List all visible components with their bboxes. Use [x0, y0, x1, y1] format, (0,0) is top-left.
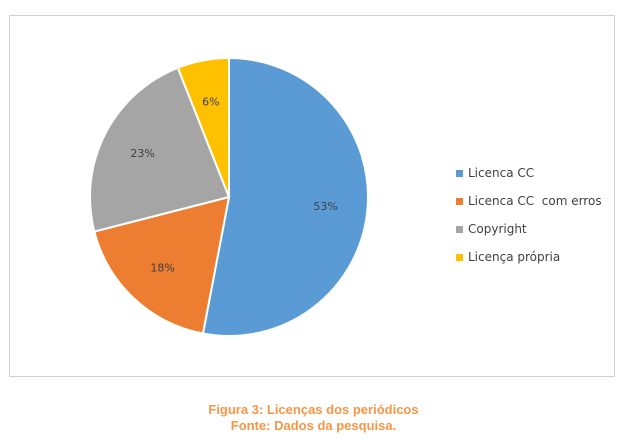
- pie-slice-3: [89, 66, 231, 233]
- pie-slice-2: [93, 195, 231, 335]
- legend-item-3: Copyright: [456, 218, 602, 240]
- legend-label-3: Copyright: [468, 222, 527, 236]
- chart-legend: Licenca CC Licenca CC com erros Copyright L…: [456, 162, 602, 274]
- figure-source: Fonte: Dados da pesquisa.: [230, 418, 397, 433]
- legend-item-4: Licença própria: [456, 246, 602, 268]
- slice-value-label-2: 18%: [150, 262, 174, 275]
- legend-label-1: Licenca CC: [468, 166, 535, 180]
- figure-caption: Figura 3: Licenças dos periódicos: [208, 402, 419, 417]
- legend-item-2: Licenca CC com erros: [456, 190, 602, 212]
- pie-slice-4: [176, 56, 230, 198]
- pie-chart: 53% 18% 23% 6%: [89, 56, 369, 337]
- legend-swatch-2: [456, 197, 463, 205]
- slice-value-label-1: 53%: [313, 200, 337, 213]
- slice-value-label-3: 23%: [130, 147, 154, 160]
- legend-label-4: Licença própria: [468, 250, 561, 264]
- slice-value-label-4: 6%: [202, 96, 219, 109]
- legend-label-2: Licenca CC com erros: [468, 194, 602, 208]
- legend-swatch-1: [456, 169, 463, 177]
- legend-swatch-3: [456, 225, 463, 233]
- pie-slice-1: [201, 56, 369, 337]
- chart-area: 53% 18% 23% 6% Licenca CC Licenca CC com err…: [9, 15, 615, 377]
- legend-item-1: Licenca CC: [456, 162, 602, 184]
- legend-swatch-4: [456, 253, 463, 261]
